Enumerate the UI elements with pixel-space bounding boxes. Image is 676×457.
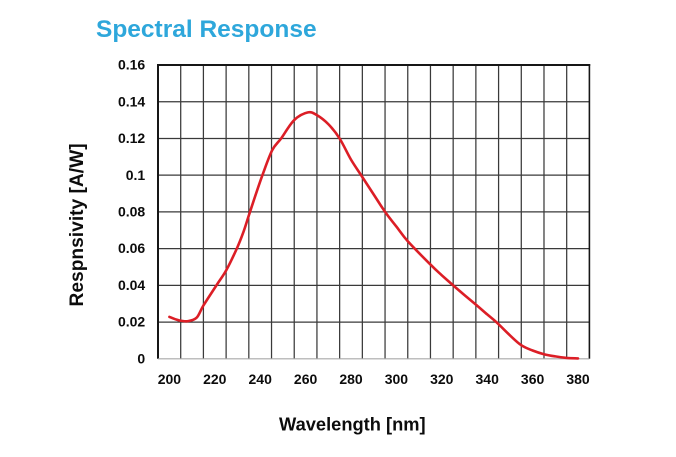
- svg-text:300: 300: [385, 371, 409, 387]
- svg-text:200: 200: [158, 371, 182, 387]
- svg-text:260: 260: [294, 371, 318, 387]
- svg-text:Wavelength [nm]: Wavelength [nm]: [279, 414, 426, 435]
- svg-text:280: 280: [339, 371, 363, 387]
- svg-text:0.04: 0.04: [118, 277, 145, 293]
- svg-text:220: 220: [203, 371, 227, 387]
- svg-text:380: 380: [566, 371, 590, 387]
- svg-text:Spectral Response: Spectral Response: [96, 16, 317, 43]
- svg-text:0: 0: [137, 350, 145, 366]
- svg-text:240: 240: [249, 371, 273, 387]
- svg-text:Respnsivity [A/W]: Respnsivity [A/W]: [67, 143, 88, 306]
- svg-text:0.02: 0.02: [118, 314, 145, 330]
- svg-text:340: 340: [476, 371, 500, 387]
- svg-text:0.06: 0.06: [118, 240, 145, 256]
- svg-text:360: 360: [521, 371, 545, 387]
- svg-text:0.12: 0.12: [118, 130, 145, 146]
- svg-text:0.1: 0.1: [126, 167, 146, 183]
- svg-text:320: 320: [430, 371, 454, 387]
- svg-text:0.14: 0.14: [118, 93, 145, 109]
- svg-text:0.16: 0.16: [118, 57, 145, 73]
- svg-text:0.08: 0.08: [118, 204, 145, 220]
